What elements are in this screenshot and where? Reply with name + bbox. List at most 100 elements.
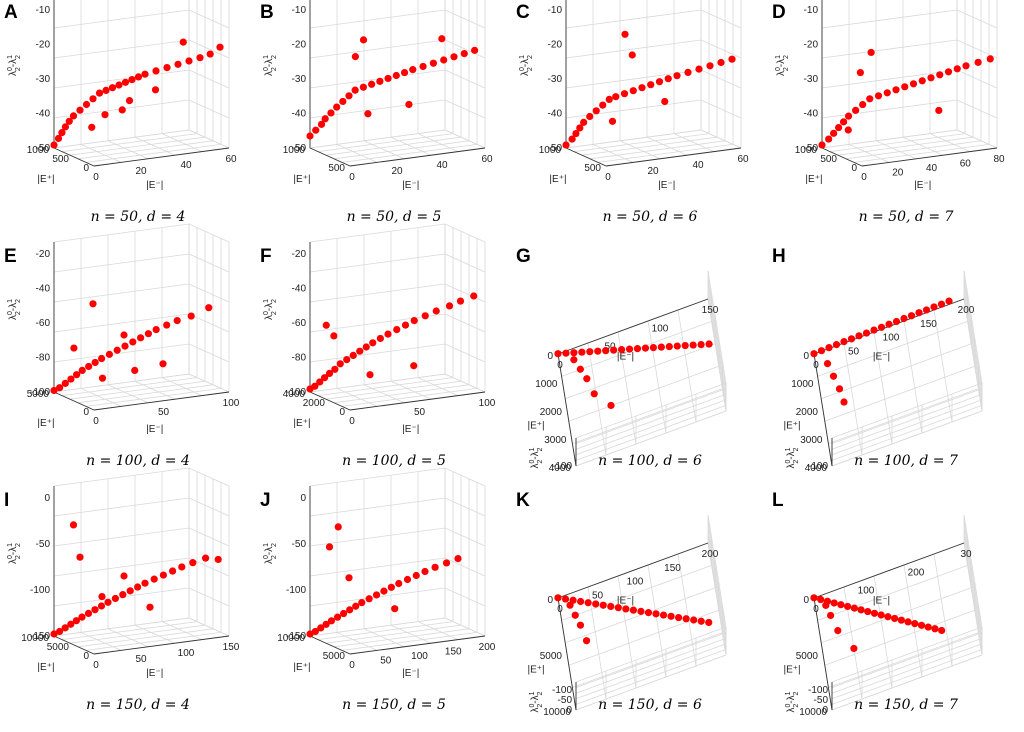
z-axis-label: λ02-λ12 — [785, 691, 800, 712]
y-tick-label: 40 — [692, 160, 704, 171]
z-label-sup: 1 — [775, 55, 782, 59]
grid-line — [53, 587, 230, 607]
data-point — [351, 86, 359, 94]
data-point — [105, 350, 113, 358]
z-label-sub: 2 — [271, 55, 278, 59]
data-point — [717, 58, 725, 67]
z-label-lambda: λ — [786, 464, 797, 469]
data-point — [410, 317, 418, 325]
data-point — [839, 118, 848, 126]
z-tick-label: 0 — [822, 705, 828, 716]
panel-caption: n = 150, d = 4 — [86, 697, 190, 713]
data-point — [614, 604, 622, 612]
data-point — [98, 374, 107, 382]
data-point — [936, 71, 944, 79]
grid-line — [824, 365, 975, 422]
data-point — [174, 60, 182, 68]
grid-line — [619, 140, 661, 160]
data-point — [823, 359, 832, 368]
grid-line — [873, 331, 893, 445]
data-point — [592, 107, 600, 115]
data-point — [206, 50, 214, 58]
data-point — [830, 599, 838, 607]
data-point — [901, 83, 909, 91]
x-tick-label: 10000 — [799, 707, 827, 718]
y-tick-label: 60 — [225, 154, 237, 165]
data-point — [844, 126, 852, 134]
grid-line — [53, 343, 230, 363]
z-tick-label: -100 — [808, 685, 828, 696]
grid-line — [333, 628, 470, 648]
data-point — [561, 595, 570, 603]
grid-line — [646, 136, 688, 156]
data-point — [576, 365, 584, 373]
data-point — [152, 67, 160, 75]
grid-line — [69, 380, 206, 400]
data-point — [185, 57, 193, 65]
panel-c: -10 -20 -30 -40 -50 1000 500 0 20 40 60 |E⁺| |E⁻| λ02… — [512, 0, 768, 244]
data-point — [877, 323, 886, 331]
x-axis-line — [309, 391, 351, 411]
data-point — [892, 317, 901, 326]
y-tick-label: 150 — [664, 563, 681, 574]
data-point — [102, 86, 110, 94]
grid-line — [363, 384, 405, 404]
data-point — [58, 129, 66, 137]
grid-line — [77, 384, 214, 404]
z-tick-label: -100 — [30, 585, 50, 596]
data-point — [72, 617, 80, 625]
y-axis-line — [349, 147, 486, 167]
data-point — [376, 334, 384, 343]
data-point — [69, 521, 78, 529]
data-point — [152, 325, 160, 334]
data-point — [657, 343, 665, 351]
data-point — [628, 51, 636, 59]
data-point — [641, 344, 650, 352]
grid-line — [561, 565, 712, 621]
panel-j: 0 -50 -100 -150 10000 5000 0 50 100 150 200 |E⁺| |E⁻… — [256, 467, 512, 732]
data-point — [366, 371, 374, 379]
y-axis-line — [605, 147, 742, 167]
z-tick-label: -50 — [558, 695, 573, 706]
data-point — [974, 58, 982, 66]
data-point — [697, 617, 705, 625]
data-point — [134, 583, 142, 591]
data-point — [61, 123, 69, 131]
y-tick-label: 60 — [481, 154, 493, 165]
grid-line — [565, 343, 716, 400]
data-point — [91, 606, 99, 614]
data-point — [196, 54, 204, 62]
data-point — [590, 390, 598, 398]
data-point — [336, 360, 344, 368]
panel-caption: n = 100, d = 7 — [854, 453, 958, 469]
y-tick-label: 0 — [861, 172, 867, 183]
data-point — [400, 68, 409, 77]
z-tick-label: -80 — [36, 353, 51, 364]
grid-line — [53, 497, 230, 517]
panel-k: 0 -50 -100 10000 5000 0 0 50 100 150 200 |E⁺| |E⁻| λ0… — [512, 488, 768, 732]
grid-line — [85, 632, 222, 651]
y-tick-label: 40 — [436, 160, 448, 171]
data-point — [907, 312, 916, 320]
grid-line — [831, 514, 983, 683]
grid-line — [309, 343, 486, 363]
panel-caption: n = 100, d = 5 — [342, 453, 446, 469]
x-axis-line — [821, 147, 863, 167]
grid-line — [53, 617, 190, 637]
z-label-sub: 2 — [271, 299, 278, 303]
grid-line — [831, 410, 983, 467]
data-point — [885, 320, 893, 328]
panel-letter: H — [772, 246, 786, 267]
data-point — [91, 358, 99, 367]
data-point — [84, 609, 93, 617]
data-point — [835, 123, 843, 132]
grid-line — [77, 628, 214, 648]
panel-a: -10 -20 -30 -40 -50 1000 500 0 0 20 40 60 |E⁺| |E⁻| λ0… — [0, 0, 256, 244]
x-tick-label: 4000 — [283, 389, 306, 400]
z-label-sub: 2 — [271, 67, 278, 71]
data-point — [121, 78, 130, 86]
data-point — [625, 345, 634, 353]
z-label-minus: -λ — [8, 303, 19, 311]
x-tick-label: 500 — [52, 154, 69, 165]
